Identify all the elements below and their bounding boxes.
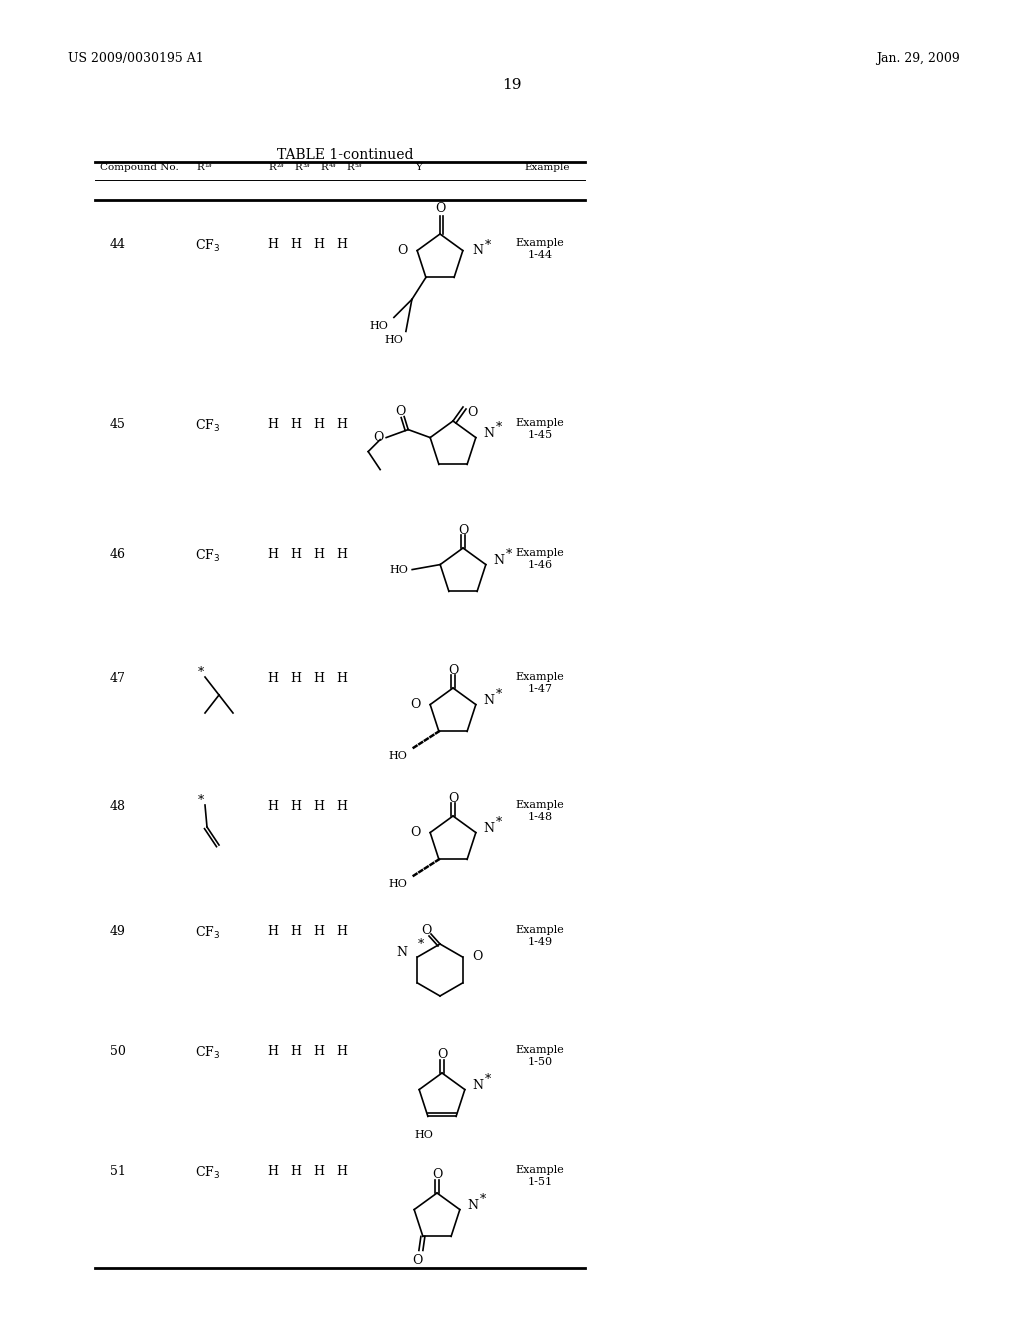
Text: *: * xyxy=(418,939,424,952)
Text: N: N xyxy=(483,822,495,836)
Text: O: O xyxy=(472,950,483,964)
Text: 45: 45 xyxy=(110,418,126,432)
Text: O: O xyxy=(432,1168,442,1181)
Text: CF$_3$: CF$_3$ xyxy=(196,418,220,434)
Text: *: * xyxy=(480,1193,486,1206)
Text: CF$_3$: CF$_3$ xyxy=(196,238,220,253)
Text: Example
1-44: Example 1-44 xyxy=(516,238,564,260)
Text: O: O xyxy=(396,244,408,257)
Text: HO: HO xyxy=(389,565,409,574)
Text: US 2009/0030195 A1: US 2009/0030195 A1 xyxy=(68,51,204,65)
Text: Example
1-46: Example 1-46 xyxy=(516,548,564,570)
Text: N: N xyxy=(468,1199,479,1212)
Text: H   H   H   H: H H H H xyxy=(268,925,348,939)
Text: Example
1-50: Example 1-50 xyxy=(516,1045,564,1067)
Text: Y: Y xyxy=(415,164,422,173)
Text: 46: 46 xyxy=(110,548,126,561)
Text: $^{5a}$: $^{5a}$ xyxy=(354,164,364,172)
Text: *: * xyxy=(484,1073,492,1086)
Text: R: R xyxy=(294,164,302,173)
Text: Example
1-47: Example 1-47 xyxy=(516,672,564,693)
Text: CF$_3$: CF$_3$ xyxy=(196,1045,220,1061)
Text: O: O xyxy=(458,524,468,536)
Text: Example
1-45: Example 1-45 xyxy=(516,418,564,440)
Text: 44: 44 xyxy=(110,238,126,251)
Text: H   H   H   H: H H H H xyxy=(268,1166,348,1177)
Text: Example
1-48: Example 1-48 xyxy=(516,800,564,821)
Text: O: O xyxy=(447,664,458,676)
Text: 49: 49 xyxy=(110,925,126,939)
Text: 50: 50 xyxy=(110,1045,126,1059)
Text: H   H   H   H: H H H H xyxy=(268,238,348,251)
Text: N: N xyxy=(473,244,483,257)
Text: 47: 47 xyxy=(110,672,126,685)
Text: R: R xyxy=(319,164,328,173)
Text: 19: 19 xyxy=(502,78,522,92)
Text: O: O xyxy=(435,202,445,214)
Text: 51: 51 xyxy=(110,1166,126,1177)
Text: Example: Example xyxy=(524,164,569,173)
Text: O: O xyxy=(447,792,458,804)
Text: CF$_3$: CF$_3$ xyxy=(196,925,220,941)
Text: R: R xyxy=(346,164,353,173)
Text: O: O xyxy=(410,698,420,711)
Text: HO: HO xyxy=(388,879,407,890)
Text: H   H   H   H: H H H H xyxy=(268,1045,348,1059)
Text: HO: HO xyxy=(384,335,402,346)
Text: N: N xyxy=(494,554,505,568)
Text: *: * xyxy=(496,816,502,829)
Text: HO: HO xyxy=(369,321,388,331)
Text: *: * xyxy=(506,548,512,561)
Text: CF$_3$: CF$_3$ xyxy=(196,548,220,564)
Text: Example
1-49: Example 1-49 xyxy=(516,925,564,946)
Text: O: O xyxy=(410,826,420,840)
Text: N: N xyxy=(473,1078,483,1092)
Text: Compound No.: Compound No. xyxy=(100,164,179,173)
Text: R: R xyxy=(196,164,204,173)
Text: Example
1-51: Example 1-51 xyxy=(516,1166,564,1187)
Text: 48: 48 xyxy=(110,800,126,813)
Text: H   H   H   H: H H H H xyxy=(268,800,348,813)
Text: O: O xyxy=(467,407,477,420)
Text: H   H   H   H: H H H H xyxy=(268,418,348,432)
Text: O: O xyxy=(373,432,383,444)
Text: TABLE 1-continued: TABLE 1-continued xyxy=(276,148,414,162)
Text: *: * xyxy=(198,667,204,680)
Text: $^{4a}$: $^{4a}$ xyxy=(328,164,337,172)
Text: HO: HO xyxy=(388,751,407,762)
Text: H   H   H   H: H H H H xyxy=(268,548,348,561)
Text: O: O xyxy=(395,405,406,418)
Text: $^{3a}$: $^{3a}$ xyxy=(302,164,311,172)
Text: N: N xyxy=(396,946,408,960)
Text: H   H   H   H: H H H H xyxy=(268,672,348,685)
Text: *: * xyxy=(496,688,502,701)
Text: *: * xyxy=(484,239,492,252)
Text: O: O xyxy=(437,1048,447,1061)
Text: N: N xyxy=(483,694,495,708)
Text: R: R xyxy=(268,164,275,173)
Text: $^{2a}$: $^{2a}$ xyxy=(276,164,285,172)
Text: CF$_3$: CF$_3$ xyxy=(196,1166,220,1181)
Text: HO: HO xyxy=(415,1130,433,1140)
Text: N: N xyxy=(483,428,495,440)
Text: *: * xyxy=(198,795,204,808)
Text: $^{1a}$: $^{1a}$ xyxy=(204,164,213,172)
Text: *: * xyxy=(496,421,502,434)
Text: O: O xyxy=(413,1254,423,1267)
Text: Jan. 29, 2009: Jan. 29, 2009 xyxy=(877,51,961,65)
Text: O: O xyxy=(421,924,431,936)
